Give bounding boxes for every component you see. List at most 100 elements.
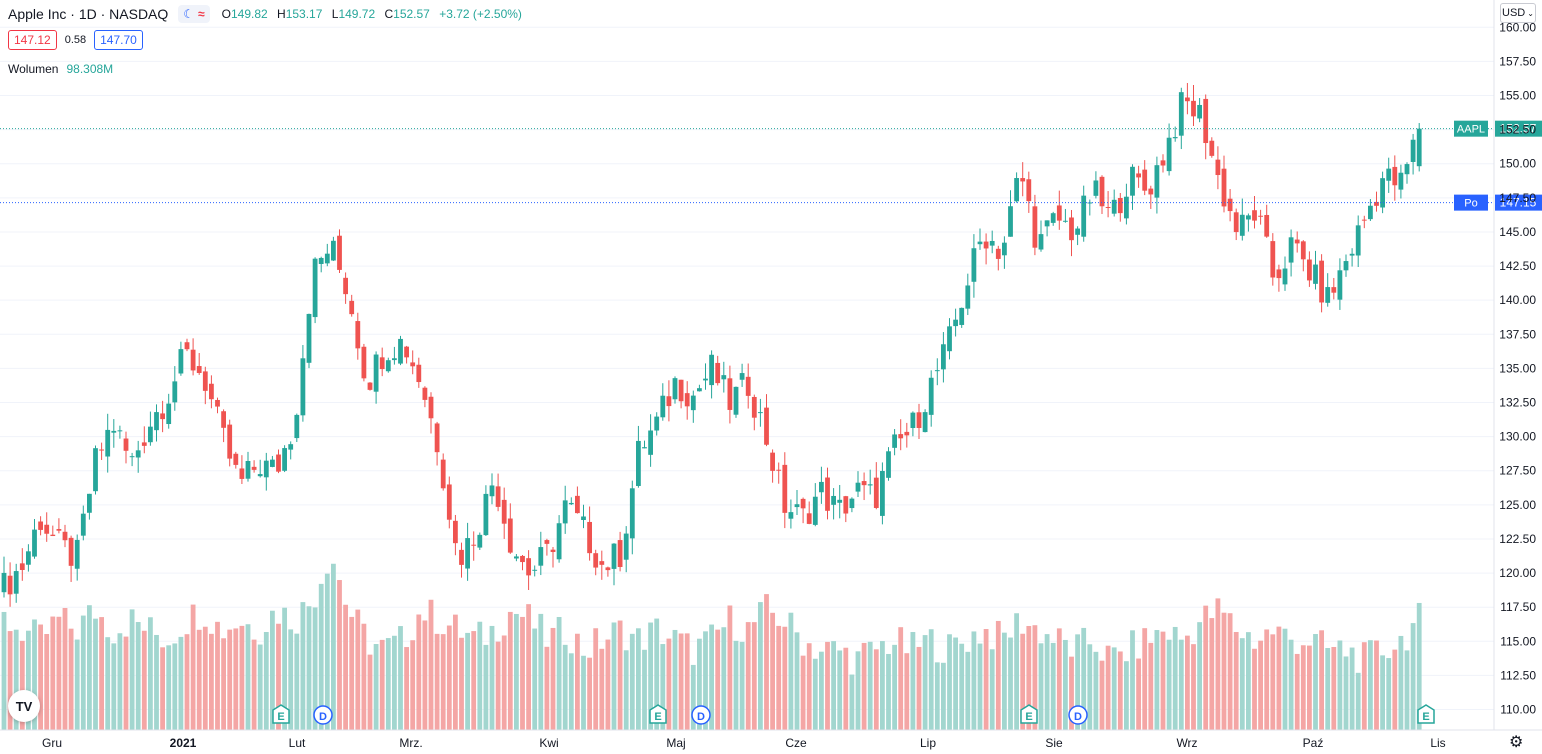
volume-bar xyxy=(544,646,550,730)
volume-bar xyxy=(117,633,123,730)
candle-body xyxy=(1032,206,1038,248)
volume-bar xyxy=(648,622,653,730)
candle-body xyxy=(794,504,800,508)
volume-bar xyxy=(1276,626,1282,730)
prev-close-value-label: 147.15 xyxy=(1500,196,1537,210)
volume-bar xyxy=(257,644,263,730)
volume-bar xyxy=(202,626,208,730)
candle-body xyxy=(1172,137,1178,139)
candle-body xyxy=(428,396,434,419)
volume-bar xyxy=(514,613,519,730)
x-tick-label: Gru xyxy=(42,736,62,750)
volume-bar xyxy=(867,641,873,730)
candle-body xyxy=(288,444,294,450)
dividend-marker xyxy=(313,705,333,725)
volume-bar xyxy=(105,637,111,730)
volume-bar xyxy=(1099,660,1105,730)
volume-bar xyxy=(1252,648,1257,730)
candle-body xyxy=(1093,180,1099,196)
candle-body xyxy=(587,521,592,554)
candle-body xyxy=(227,424,233,459)
candle-body xyxy=(276,454,281,472)
volume-bar xyxy=(1264,629,1270,730)
volume-bar xyxy=(1008,637,1013,730)
volume-bar xyxy=(343,604,348,730)
y-tick-label: 110.00 xyxy=(1500,703,1536,717)
volume-bar xyxy=(306,606,312,730)
candle-body xyxy=(202,371,208,391)
volume-bar xyxy=(453,614,458,730)
spread-value: 0.58 xyxy=(64,34,87,46)
candle-body xyxy=(1044,220,1050,227)
candle-body xyxy=(196,366,202,373)
candle-body xyxy=(1154,165,1160,198)
candle-body xyxy=(983,241,989,249)
candle-body xyxy=(343,277,348,295)
candle-body xyxy=(1398,172,1404,190)
volume-bar xyxy=(416,614,422,730)
volume-bar xyxy=(1191,644,1196,730)
volume-bar xyxy=(611,622,617,730)
candle-body xyxy=(1264,214,1270,237)
volume-bar xyxy=(1136,658,1141,730)
volume-bar xyxy=(703,631,708,730)
candle-body xyxy=(941,344,946,370)
event-label: E xyxy=(1422,711,1429,723)
candle-body xyxy=(38,521,43,530)
sell-button[interactable]: 147.12 xyxy=(8,30,57,50)
volume-bar xyxy=(80,615,86,730)
candle-body xyxy=(306,313,312,363)
buy-button[interactable]: 147.70 xyxy=(94,30,143,50)
candle-body xyxy=(849,498,855,509)
volume-bar xyxy=(532,628,538,730)
volume-bar xyxy=(282,607,287,730)
volume-bar xyxy=(379,639,385,730)
volume-bar xyxy=(221,638,226,730)
candle-body xyxy=(1337,270,1343,300)
volume-bar xyxy=(300,602,306,730)
last-price-value-label: 152.57 xyxy=(1500,122,1537,136)
candle-body xyxy=(831,495,836,505)
volume-bar xyxy=(831,641,836,730)
volume-bar xyxy=(1154,630,1160,730)
volume-bar xyxy=(135,622,141,730)
y-tick-label: 117.50 xyxy=(1500,600,1536,614)
candle-body xyxy=(13,571,19,594)
candle-body xyxy=(812,496,818,525)
tradingview-logo-icon[interactable]: TV xyxy=(8,690,40,722)
candle-body xyxy=(453,520,458,544)
time-axis[interactable]: Gru 2021 Lut Mrz. Kwi Maj Cze Lip Sie Wrz Paź Lis xyxy=(0,729,1542,750)
volume-bar xyxy=(337,580,342,730)
x-tick-label: Mrz. xyxy=(399,736,422,750)
event-label: E xyxy=(1025,711,1032,723)
volume-bar xyxy=(398,626,403,730)
last-price-symbol-box xyxy=(1454,120,1488,137)
candle-body xyxy=(74,539,80,569)
volume-bar xyxy=(916,646,922,730)
currency-selector[interactable]: USD ⌄ xyxy=(1500,3,1536,23)
event-label: E xyxy=(277,711,284,723)
candle-body xyxy=(7,575,13,595)
candle-body xyxy=(526,558,531,576)
volume-bar xyxy=(160,647,165,730)
mode-indicators[interactable]: ☾ ≈ xyxy=(178,5,210,23)
volume-bar xyxy=(629,633,635,730)
volume-bar xyxy=(1002,632,1007,730)
candle-body xyxy=(135,450,141,458)
candle-body xyxy=(697,388,702,392)
volume-label[interactable]: Wolumen xyxy=(8,62,59,76)
symbol-title[interactable]: Apple Inc · 1D · NASDAQ xyxy=(8,6,169,22)
volume-bar xyxy=(1142,628,1148,730)
candle-body xyxy=(489,485,495,497)
open-label: O xyxy=(221,7,231,21)
candle-body xyxy=(1307,259,1312,281)
candle-body xyxy=(892,434,897,448)
x-tick-label: Kwi xyxy=(539,736,558,750)
candle-body xyxy=(1270,241,1276,278)
volume-bar xyxy=(1319,630,1324,730)
y-tick-label: 125.00 xyxy=(1499,498,1536,512)
volume-bar xyxy=(1221,612,1227,730)
gear-icon[interactable]: ⚙ xyxy=(1509,734,1524,751)
price-axis[interactable]: 110.00 112.50 115.00 117.50 120.00 122.50 125.… xyxy=(1493,0,1536,730)
